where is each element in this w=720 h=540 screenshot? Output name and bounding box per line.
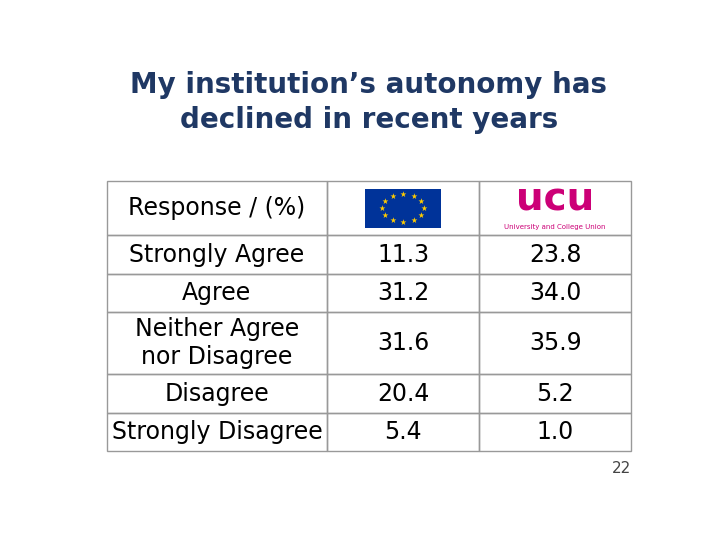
Text: ★: ★ [400,218,407,227]
Bar [327,274,479,313]
Text: Neither Agree
nor Disagree: Neither Agree nor Disagree [135,318,299,369]
Bar [107,413,327,451]
Text: 23.8: 23.8 [529,242,582,267]
Text: ★: ★ [379,204,385,213]
Text: 5.4: 5.4 [384,420,422,444]
Text: ★: ★ [418,197,425,206]
Text: 22: 22 [612,462,631,476]
Text: 35.9: 35.9 [529,332,582,355]
Bar [479,413,631,451]
Text: Strongly Agree: Strongly Agree [130,242,305,267]
Bar [366,188,441,228]
Text: 5.2: 5.2 [536,382,574,406]
Bar [479,274,631,313]
Bar [107,274,327,313]
Text: ★: ★ [418,211,425,220]
Text: 20.4: 20.4 [377,382,429,406]
Bar [107,313,327,374]
Text: 31.2: 31.2 [377,281,429,305]
Bar [107,235,327,274]
Text: ★: ★ [382,211,388,220]
Bar [107,181,327,235]
Text: 1.0: 1.0 [536,420,574,444]
Bar [107,374,327,413]
Text: ★: ★ [389,215,396,225]
Bar [479,235,631,274]
Bar [327,313,479,374]
Text: Agree: Agree [182,281,251,305]
Text: 11.3: 11.3 [377,242,429,267]
Text: 34.0: 34.0 [529,281,581,305]
Bar [327,374,479,413]
Text: 31.6: 31.6 [377,332,429,355]
Text: ★: ★ [382,197,388,206]
Text: Strongly Disagree: Strongly Disagree [112,420,323,444]
Bar [327,413,479,451]
Text: ★: ★ [389,192,396,201]
Bar [479,313,631,374]
Text: University and College Union: University and College Union [505,224,606,230]
Bar [479,181,631,235]
Bar [327,235,479,274]
Bar [479,374,631,413]
Text: Response / (%): Response / (%) [128,196,305,220]
Text: My institution’s autonomy has
declined in recent years: My institution’s autonomy has declined i… [130,71,608,133]
Text: ★: ★ [420,204,428,213]
Text: Disagree: Disagree [164,382,269,406]
Text: ★: ★ [400,190,407,199]
Text: ★: ★ [410,215,417,225]
Text: ★: ★ [410,192,417,201]
Text: ucu: ucu [516,181,594,219]
Bar [327,181,479,235]
